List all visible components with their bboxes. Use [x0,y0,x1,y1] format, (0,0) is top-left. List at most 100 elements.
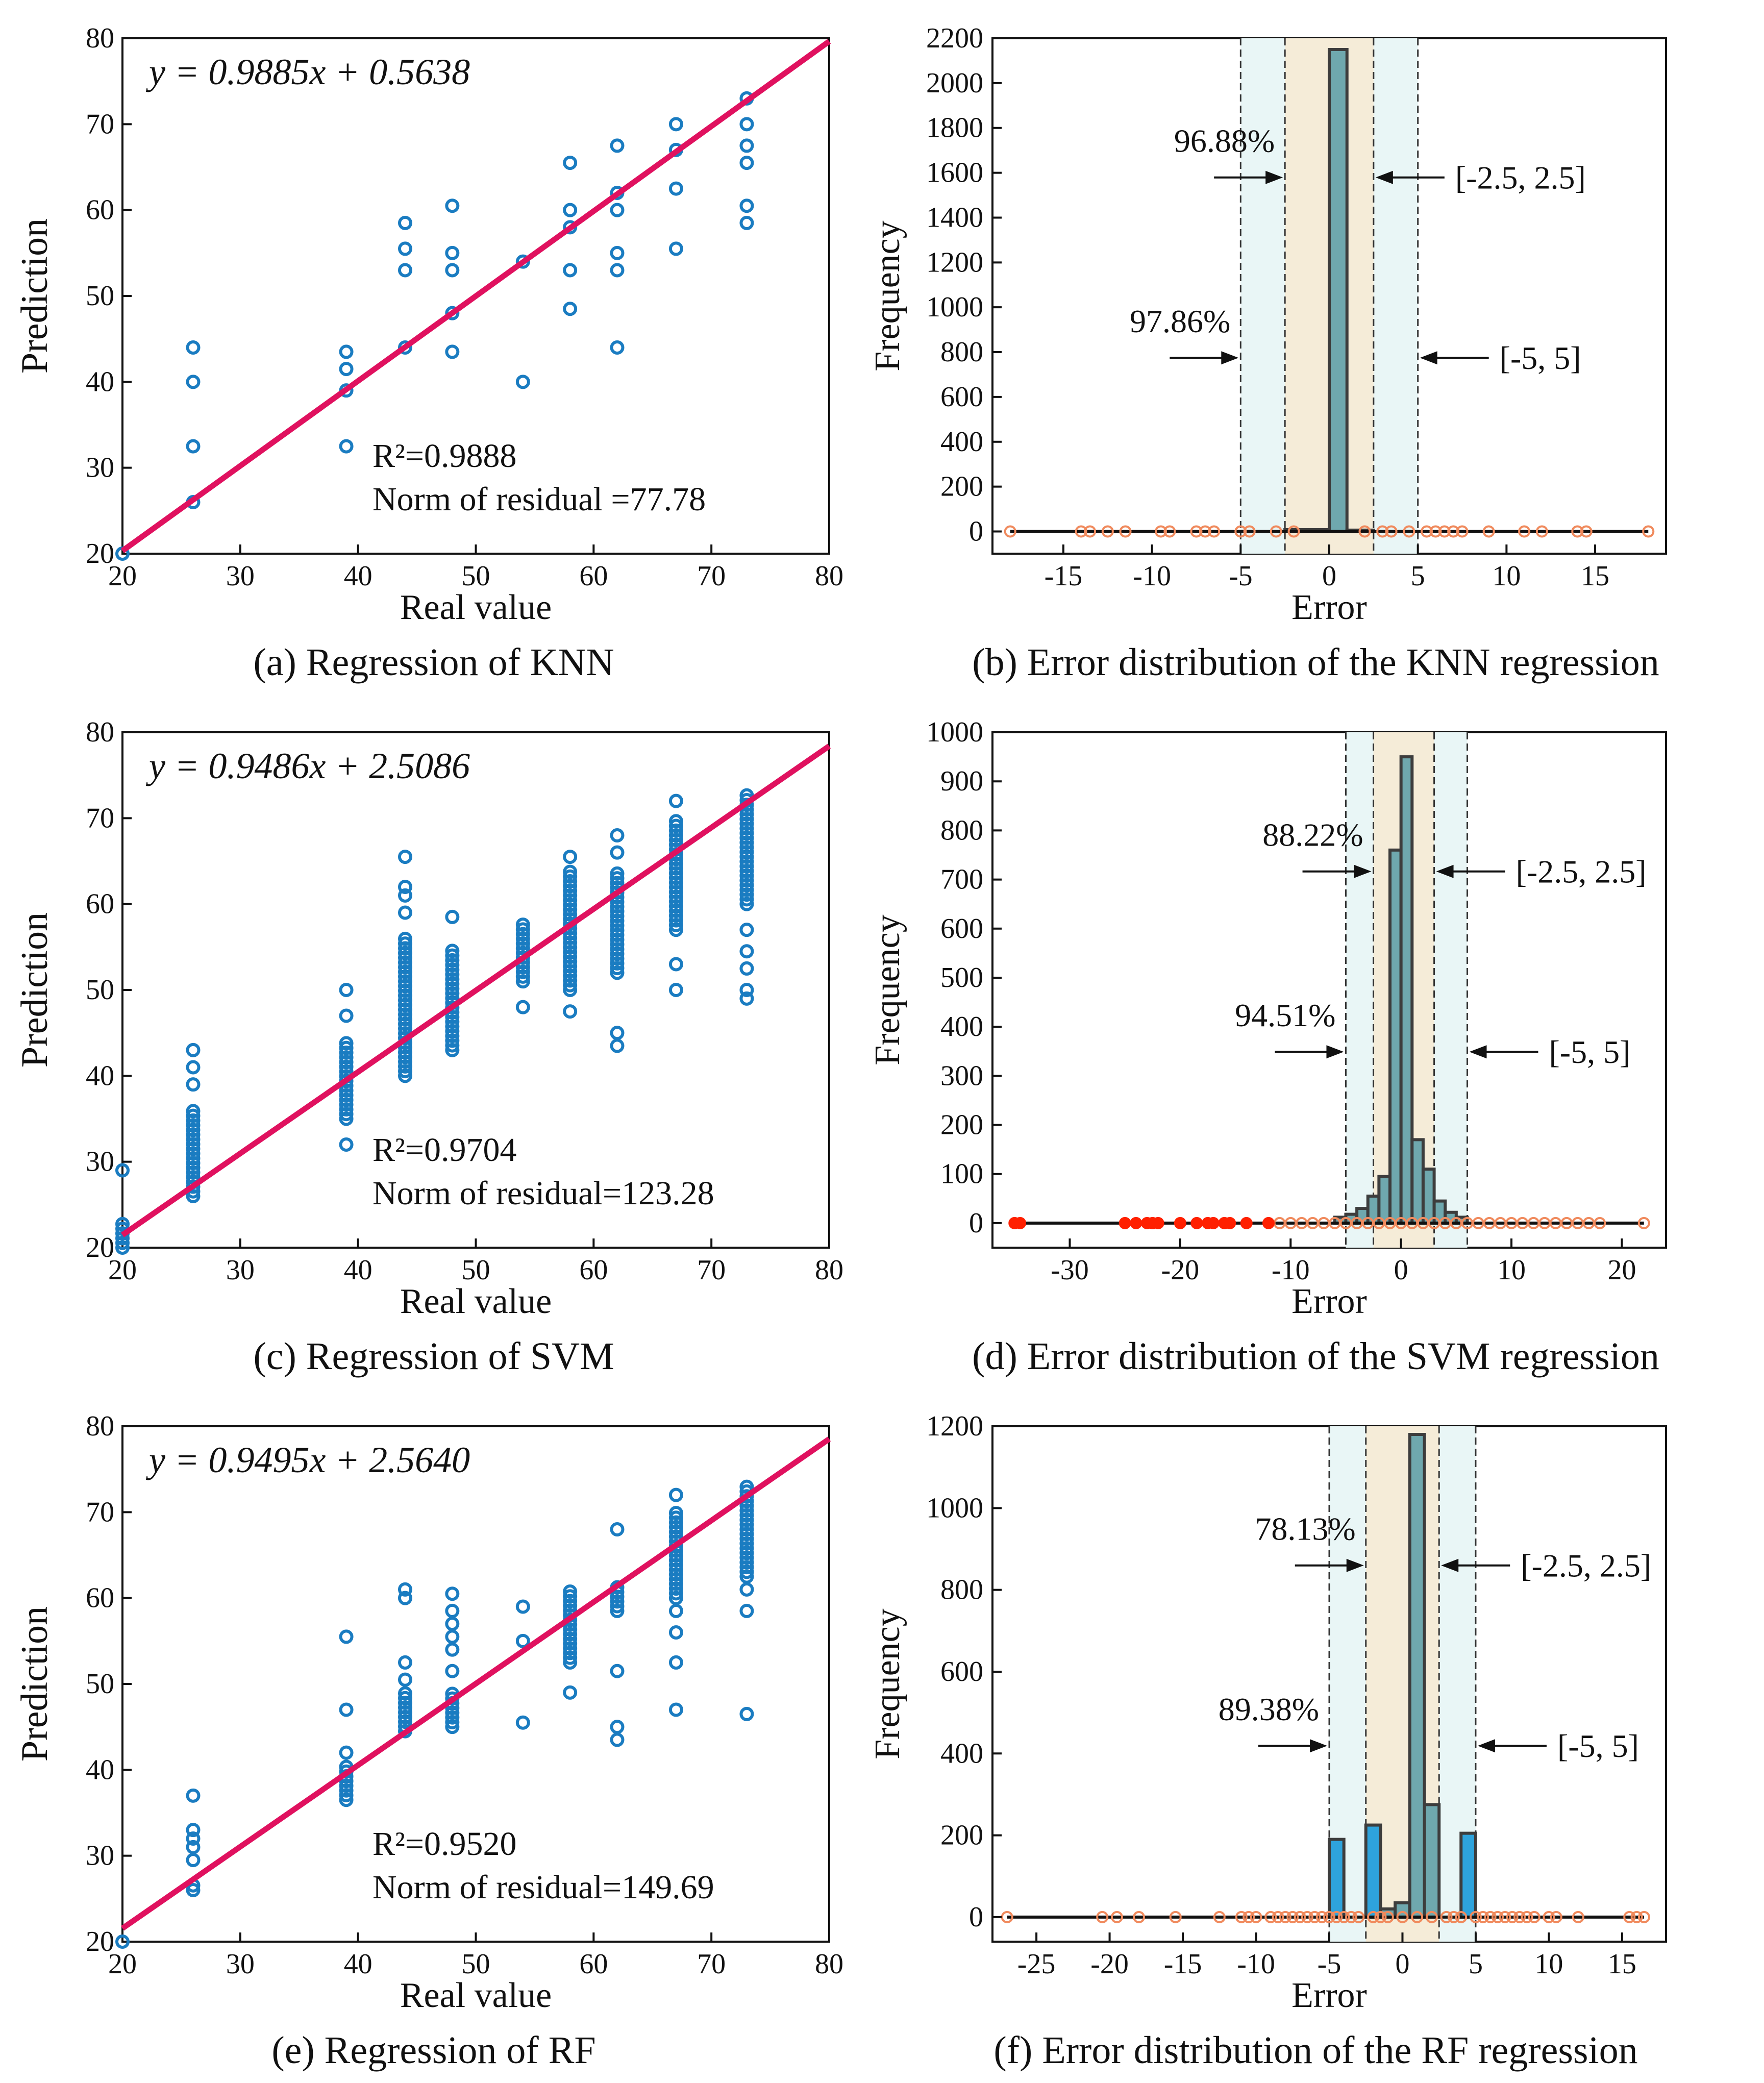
data-point [398,936,412,951]
outer-interval-label: [-5, 5] [1500,340,1581,376]
error-point [1294,1911,1306,1923]
y-tick-label: 70 [86,108,114,140]
outer-left-arrow-head [1310,1739,1327,1753]
error-point [1499,1911,1511,1923]
x-tick-label: 40 [344,1948,372,1980]
data-point [445,1024,460,1038]
data-point [186,1077,201,1092]
data-point [739,859,754,874]
data-point [398,1059,412,1074]
histogram-bar [1399,755,1414,1225]
data-point [398,955,412,970]
norm-residual-label: Norm of residual =77.78 [372,481,706,518]
r-squared-label: R²=0.9520 [372,1825,517,1863]
data-point [515,1633,530,1648]
data-point [610,913,625,928]
error-point [1550,1911,1562,1923]
y-tick-label: 70 [86,802,114,834]
data-point [739,831,754,846]
bar-chart-knn-error: -15 -10 -5 0 5 10 15 0 200 400 600 800 1000 1200 1400 1… [868,22,1667,627]
error-point [1110,1911,1123,1923]
bar-chart-svm-error: -30 -20 -10 0 10 2001002003004005006007008009… [868,716,1667,1321]
data-point [445,1720,460,1734]
data-point [563,950,578,964]
outer-left-arrow-head [1221,351,1239,365]
inner-interval-label: [-2.5, 2.5] [1521,1548,1651,1584]
data-point [739,840,754,855]
data-point [739,138,754,153]
x-tick-label: -30 [1051,1254,1089,1286]
data-point [398,998,412,1012]
histogram-bar [1408,1433,1426,1919]
data-point [339,1008,354,1023]
x-axis-label: Real value [400,588,552,627]
data-point [186,1823,201,1838]
error-point [1637,1217,1650,1229]
x-tick-label: 60 [579,1254,608,1286]
data-point [445,263,460,278]
data-point [445,909,460,924]
y-axis-label: Prediction [14,912,56,1068]
y-tick-label: 1400 [926,202,983,233]
data-point [610,961,625,976]
data-point [610,885,625,900]
fit-equation: y = 0.9486x + 2.5086 [145,746,470,786]
data-point [610,899,625,914]
x-tick-label: 15 [1608,1948,1636,1980]
y-tick-label: 1800 [926,112,983,144]
y-tick-label: 80 [86,716,114,748]
error-point [1213,1911,1226,1923]
histogram-bar [1388,848,1403,1225]
inner-left-arrow-head [1354,864,1372,878]
data-point [398,950,412,965]
data-point [398,1021,412,1036]
data-point [610,245,625,260]
y-axis-label: Frequency [868,1608,907,1759]
error-point [1425,1911,1438,1923]
x-tick-label: 5 [1469,1948,1483,1980]
error-point-outlier [1130,1217,1142,1229]
y-tick-label: 800 [940,814,983,846]
outer-right-arrow-head [1469,1045,1487,1059]
data-point [115,1241,130,1255]
data-point [739,807,754,822]
x-tick-label: 10 [1497,1254,1526,1286]
data-point [398,941,412,956]
x-tick-label: 40 [344,560,372,592]
data-point [668,828,683,842]
data-point [739,944,754,959]
data-point [398,340,412,355]
data-point [668,871,683,885]
data-point [398,850,412,864]
outer-percent-label: 89.38% [1219,1691,1319,1727]
error-point [1513,1911,1526,1923]
data-point [186,1788,201,1803]
data-point [398,946,412,960]
data-point [739,1489,754,1504]
error-point [1330,1911,1343,1923]
data-point [186,1043,201,1057]
data-point [668,957,683,972]
data-point [610,340,625,355]
data-point [563,883,578,898]
x-tick-label: -5 [1318,1948,1341,1980]
data-point [739,897,754,911]
error-point [1447,525,1460,538]
data-point [610,138,625,153]
data-point [563,1584,578,1599]
data-point [445,953,460,968]
x-tick-label: 30 [226,1254,255,1286]
data-point [563,874,578,889]
x-tick-label: 0 [1394,1254,1408,1286]
data-point [186,1118,201,1133]
data-point [610,923,625,938]
data-point [445,972,460,986]
plot-frame [991,731,1667,1249]
data-point [739,1517,754,1532]
x-tick-label: 50 [462,1254,490,1286]
x-tick-label: 10 [1534,1948,1563,1980]
y-tick-label: 0 [969,1207,983,1239]
x-tick-label: 30 [226,1948,255,1980]
histogram-bar [1364,1823,1382,1919]
y-tick-label: 30 [86,452,114,484]
